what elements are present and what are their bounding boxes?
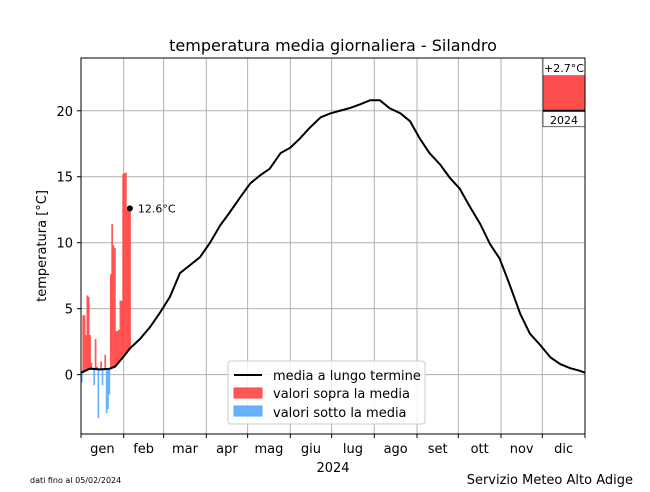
bar-above-mean [122, 174, 124, 358]
bar-above-mean [82, 315, 85, 372]
y-tick-label: 10 [56, 237, 73, 252]
bar-above-mean [118, 329, 120, 363]
y-axis-label: temperatura [°C] [35, 190, 50, 302]
x-tick-label-set: set [428, 442, 448, 457]
bar-above-mean [86, 295, 89, 370]
y-tick-label: 15 [56, 171, 73, 186]
bar-above-mean [129, 208, 131, 349]
y-tick-label: 20 [56, 105, 73, 120]
x-tick-label-ago: ago [384, 442, 408, 457]
bar-above-mean [87, 296, 90, 370]
daily-bars [81, 172, 131, 419]
plot-frame [80, 57, 586, 435]
mean-line [80, 99, 586, 374]
legend-swatch-below [233, 405, 263, 417]
last-value-marker [126, 205, 133, 212]
bar-above-mean [96, 366, 98, 370]
bar-above-mean [115, 331, 118, 366]
bar-above-mean [116, 331, 119, 364]
anomaly-label: +2.7°C [544, 62, 584, 75]
bar-above-mean [100, 361, 102, 370]
bar-below-mean [108, 368, 111, 395]
bar-above-mean [127, 208, 130, 351]
y-axis: 0 5 10 15 20 [56, 105, 81, 384]
bar-above-mean [85, 335, 87, 371]
bar-above-mean [89, 335, 91, 369]
x-tick-label-mag: mag [255, 442, 284, 457]
bar-above-mean [123, 172, 126, 356]
bar-above-mean [90, 362, 93, 369]
x-axis-label: 2024 [316, 461, 349, 476]
bar-above-mean [104, 354, 107, 370]
x-tick-label-ott: ott [471, 442, 489, 457]
bar-above-mean [125, 172, 127, 354]
bar-above-mean [120, 300, 123, 359]
bar-above-mean [94, 339, 97, 370]
legend-label-mean: media a lungo termine [273, 369, 421, 384]
x-tick-label-nov: nov [510, 442, 534, 457]
y-tick-label: 5 [65, 303, 73, 318]
x-tick-label-dic: dic [554, 442, 573, 457]
x-tick-label-giu: giu [301, 442, 321, 457]
bar-above-mean [112, 245, 115, 368]
anomaly-year: 2024 [550, 114, 578, 127]
bar-above-mean [83, 315, 86, 372]
bar-above-mean [109, 274, 112, 369]
mean-line-group: 12.6°C [80, 99, 586, 374]
x-axis: gen feb mar apr mag giu lug ago set ott nov dic [80, 434, 586, 457]
bar-below-mean [93, 368, 96, 386]
x-tick-label-mar: mar [172, 442, 199, 457]
anomaly-bar [543, 75, 585, 111]
bar-below-mean [81, 372, 83, 383]
last-value-label: 12.6°C [138, 202, 176, 215]
legend: media a lungo termine valori sopra la me… [227, 360, 426, 425]
bar-above-mean [114, 247, 116, 367]
bar-above-mean [111, 224, 113, 368]
x-tick-label-feb: feb [133, 442, 154, 457]
legend-swatch-above [233, 387, 263, 399]
chart-title: temperatura media giornaliera - Silandro [169, 36, 497, 55]
anomaly-inset: +2.7°C 2024 [542, 57, 586, 128]
bar-below-mean [97, 369, 100, 419]
y-tick-label: 0 [65, 369, 73, 384]
bar-below-mean [107, 368, 109, 409]
x-tick-label-gen: gen [90, 442, 115, 457]
bar-below-mean [105, 368, 108, 413]
data-note: dati fino al 05/02/2024 [30, 476, 121, 485]
bar-below-mean [101, 369, 104, 386]
x-tick-label-apr: apr [216, 442, 238, 457]
source-credit: Servizio Meteo Alto Adige [467, 473, 633, 488]
bar-above-mean [126, 209, 129, 353]
bar-above-mean [119, 300, 122, 361]
legend-box [227, 360, 426, 425]
x-tick-label-lug: lug [343, 442, 363, 457]
legend-label-below: valori sotto la media [273, 406, 407, 421]
legend-label-above: valori sopra la media [273, 387, 410, 402]
